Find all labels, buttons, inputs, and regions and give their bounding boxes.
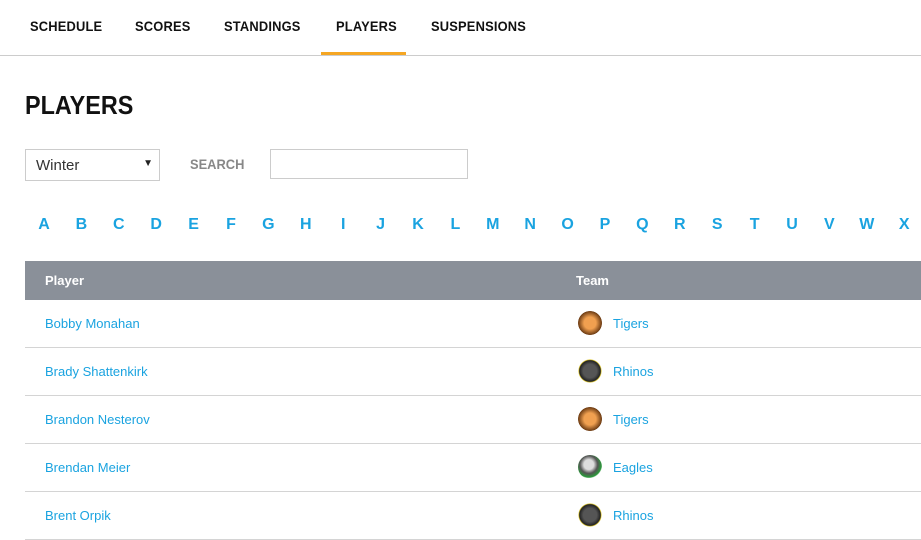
letter-n[interactable]: N (524, 216, 536, 233)
letter-c[interactable]: C (113, 216, 125, 233)
letter-m[interactable]: M (486, 216, 500, 233)
search-input[interactable] (270, 149, 468, 179)
letter-f[interactable]: F (226, 216, 236, 233)
team-link[interactable]: Tigers (613, 316, 649, 331)
tiger-logo-icon (578, 407, 602, 431)
letter-i[interactable]: I (340, 216, 346, 233)
nav-scores[interactable]: SCORES (135, 18, 191, 34)
header-team: Team (576, 273, 609, 288)
table-row: Brady Shattenkirk Rhinos (25, 348, 921, 396)
table-row: Bobby Monahan Tigers (25, 300, 921, 348)
rhino-logo-icon (578, 503, 602, 527)
nav-standings[interactable]: STANDINGS (224, 18, 301, 34)
player-link[interactable]: Brady Shattenkirk (45, 364, 148, 379)
letter-w[interactable]: W (859, 216, 875, 233)
nav-players[interactable]: PLAYERS (336, 18, 397, 34)
letter-u[interactable]: U (786, 216, 798, 233)
page-title: PLAYERS (25, 90, 134, 120)
letter-p[interactable]: P (599, 216, 611, 233)
letter-s[interactable]: S (711, 216, 723, 233)
player-link[interactable]: Brendan Meier (45, 460, 131, 475)
team-link[interactable]: Rhinos (613, 508, 654, 523)
letter-v[interactable]: V (824, 216, 835, 233)
letter-j[interactable]: J (376, 216, 386, 233)
table-row: Brent Orpik Rhinos (25, 492, 921, 540)
tiger-logo-icon (578, 311, 602, 335)
team-link[interactable]: Eagles (613, 460, 653, 475)
table-row: Brendan Meier Eagles (25, 444, 921, 492)
eagle-logo-icon (578, 455, 602, 479)
season-select[interactable]: Winter ▼ (25, 149, 160, 181)
letter-o[interactable]: O (561, 216, 574, 233)
letter-b[interactable]: B (75, 216, 88, 233)
player-link[interactable]: Brent Orpik (45, 508, 111, 523)
dropdown-arrow-icon: ▼ (143, 158, 153, 169)
table-row: Brandon Nesterov Tigers (25, 396, 921, 444)
nav-suspensions[interactable]: SUSPENSIONS (431, 18, 527, 34)
letter-g[interactable]: G (262, 216, 275, 233)
team-link[interactable]: Tigers (613, 412, 649, 427)
season-select-value: Winter (36, 157, 80, 174)
active-tab-indicator (321, 52, 406, 55)
search-label: SEARCH (190, 156, 245, 172)
player-link[interactable]: Bobby Monahan (45, 316, 140, 331)
players-table: Player Team Bobby Monahan Tigers Brady Sha… (25, 261, 921, 540)
letter-d[interactable]: D (150, 216, 162, 233)
letter-h[interactable]: H (300, 216, 312, 233)
team-link[interactable]: Rhinos (613, 364, 654, 379)
header-player: Player (45, 273, 85, 288)
nav-schedule[interactable]: SCHEDULE (30, 18, 103, 34)
rhino-logo-icon (578, 359, 602, 383)
letter-k[interactable]: K (412, 216, 424, 233)
letter-r[interactable]: R (674, 216, 686, 233)
letter-t[interactable]: T (749, 216, 760, 233)
letter-a[interactable]: A (38, 216, 50, 233)
table-header: Player Team (25, 261, 921, 300)
letter-l[interactable]: L (450, 216, 461, 233)
letter-x[interactable]: X (898, 216, 910, 233)
player-link[interactable]: Brandon Nesterov (45, 412, 150, 427)
letter-q[interactable]: Q (636, 216, 649, 233)
letter-e[interactable]: E (188, 216, 199, 233)
top-nav: SCHEDULE SCORES STANDINGS PLAYERS SUSPEN… (0, 0, 921, 56)
